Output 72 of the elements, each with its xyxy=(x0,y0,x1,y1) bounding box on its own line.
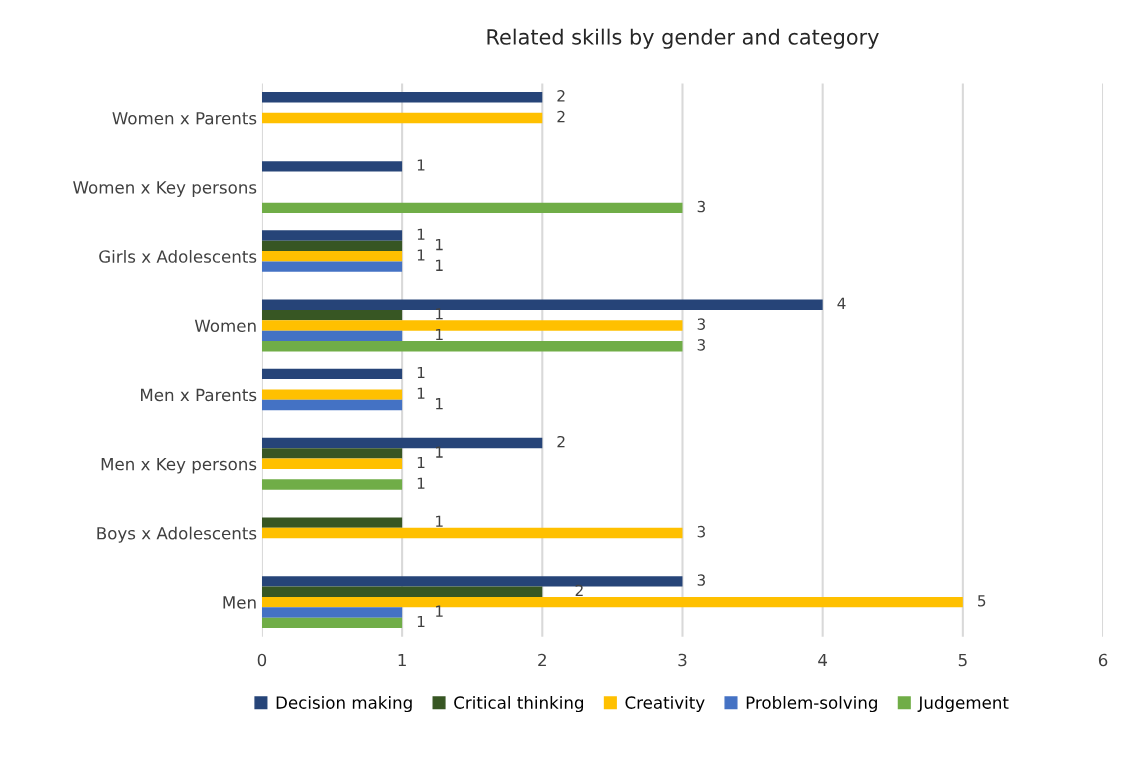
data-label: 3 xyxy=(697,339,705,351)
bar xyxy=(261,240,403,252)
legend-label: Decision making xyxy=(276,695,412,713)
data-label: 1 xyxy=(436,398,443,410)
data-label: 1 xyxy=(417,387,425,399)
bar xyxy=(261,399,403,411)
bar xyxy=(261,341,683,352)
bar xyxy=(261,617,403,629)
bar xyxy=(261,527,683,539)
data-label: 3 xyxy=(697,200,705,213)
y-tick-label: Boys x Adolescents xyxy=(97,526,257,543)
data-label: 2 xyxy=(575,584,583,596)
data-label: 4 xyxy=(837,297,846,309)
bar xyxy=(261,251,403,262)
data-label: 5 xyxy=(978,595,986,607)
data-label: 2 xyxy=(557,435,565,448)
bar xyxy=(261,479,403,490)
bar xyxy=(261,309,403,321)
x-tick-label: 4 xyxy=(818,653,828,667)
y-tick-label: Men xyxy=(223,596,256,609)
data-label: 1 xyxy=(417,615,425,628)
legend-label: Creativity xyxy=(625,695,705,713)
data-label: 1 xyxy=(436,446,443,458)
bar xyxy=(261,368,403,380)
data-label: 3 xyxy=(697,574,705,586)
data-label: 1 xyxy=(417,228,425,240)
bar xyxy=(261,299,823,310)
x-tick-label: 1 xyxy=(398,653,406,667)
bar xyxy=(261,92,543,103)
data-label: 3 xyxy=(697,318,705,330)
data-label: 1 xyxy=(436,239,443,251)
legend-label: Judgement xyxy=(917,695,1009,713)
bar xyxy=(261,112,543,124)
bar xyxy=(261,607,403,618)
legend-label: Problem-solving xyxy=(746,695,877,713)
data-label: 1 xyxy=(417,249,425,261)
bar xyxy=(261,320,683,331)
y-tick-label: Women xyxy=(194,319,256,333)
y-tick-label: Women x Key persons xyxy=(73,181,257,197)
data-label: 2 xyxy=(557,90,565,102)
data-label: 1 xyxy=(436,605,443,617)
y-tick-label: Girls x Adolescents xyxy=(99,249,257,263)
data-label: 1 xyxy=(436,259,443,271)
bar xyxy=(261,586,543,597)
bar xyxy=(261,230,403,241)
bar xyxy=(261,389,403,400)
data-label: 1 xyxy=(417,366,425,379)
y-tick-label: Men x Key persons xyxy=(101,457,257,474)
x-tick-label: 2 xyxy=(538,653,546,667)
bar xyxy=(261,330,403,342)
data-label: 1 xyxy=(417,456,425,469)
data-label: 1 xyxy=(417,477,425,489)
data-label: 1 xyxy=(436,328,443,341)
data-label: 2 xyxy=(557,110,565,123)
x-tick-label: 3 xyxy=(678,653,687,667)
data-label: 1 xyxy=(436,515,443,527)
chart-title: Related skills by gender and category xyxy=(487,28,879,49)
bar xyxy=(261,161,403,172)
bar xyxy=(261,458,403,469)
bar xyxy=(261,202,683,214)
data-label: 1 xyxy=(436,308,443,320)
x-tick-label: 0 xyxy=(257,653,267,667)
y-tick-label: Men x Parents xyxy=(141,388,257,402)
y-tick-label: Women x Parents xyxy=(112,112,257,125)
legend-label: Critical thinking xyxy=(454,695,584,713)
data-label: 3 xyxy=(697,525,705,538)
bar xyxy=(261,261,403,272)
x-tick-label: 5 xyxy=(958,653,967,667)
bar xyxy=(261,517,403,528)
x-tick-label: 6 xyxy=(1098,653,1108,667)
bar xyxy=(261,448,403,459)
data-label: 1 xyxy=(417,159,425,171)
